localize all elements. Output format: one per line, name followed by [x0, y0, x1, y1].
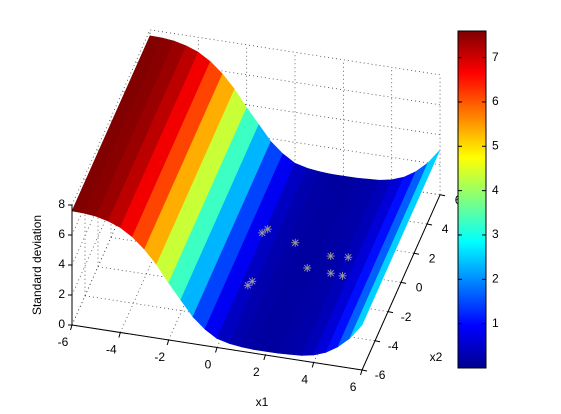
- x-tick-label: 4: [301, 373, 308, 387]
- y-tick-label: -2: [401, 310, 412, 324]
- y-tick: [426, 223, 433, 226]
- point: [303, 264, 312, 273]
- point: [326, 269, 335, 278]
- colorbar: [457, 30, 487, 369]
- colorbar-tick-label: 1: [492, 316, 499, 330]
- colorbar-ticks: 1 2 3 4 5 6 7: [458, 50, 499, 330]
- point: [338, 271, 347, 280]
- point: [291, 238, 300, 247]
- y-tick: [400, 281, 407, 284]
- x-tick-label: -4: [106, 343, 117, 357]
- colorbar-tick-label: 2: [492, 271, 499, 285]
- y-tick: [413, 252, 420, 255]
- y-tick: [439, 194, 446, 197]
- x-tick: [70, 324, 73, 331]
- x-axis-label: x1: [256, 395, 269, 409]
- x-tick: [166, 339, 170, 346]
- colorbar-tick-label: 6: [492, 94, 499, 108]
- y-tick-label: 2: [429, 251, 436, 265]
- x-tick-label: 2: [253, 365, 260, 379]
- point: [258, 228, 267, 237]
- z-tick-label: 6: [58, 227, 65, 241]
- x-tick-label: 0: [205, 358, 212, 372]
- point: [263, 225, 272, 234]
- point: [344, 253, 353, 262]
- colorbar-tick-label: 3: [492, 227, 499, 241]
- points: [243, 225, 353, 290]
- point: [326, 252, 335, 261]
- x-tick-label: -6: [58, 335, 69, 349]
- x-tick: [263, 354, 266, 361]
- point: [248, 277, 257, 286]
- y-tick: [387, 311, 394, 314]
- colorbar-tick-label: 7: [492, 50, 499, 64]
- colorbar-tick-label: 5: [492, 138, 499, 152]
- surface: [71, 35, 441, 356]
- x-tick: [215, 347, 218, 353]
- z-tick-label: 2: [58, 287, 65, 301]
- z-tick-label: 8: [58, 197, 65, 211]
- surface-strip: [349, 149, 441, 339]
- x-tick: [311, 362, 315, 368]
- x-tick: [118, 332, 121, 338]
- y-tick-label: 0: [416, 281, 423, 295]
- x-tick: [360, 369, 363, 376]
- y-tick: [374, 340, 381, 343]
- x-tick-label: -2: [154, 350, 165, 364]
- z-tick-label: 0: [58, 317, 65, 331]
- y-tick-label: -4: [388, 339, 399, 353]
- z-axis-label: Standard deviation: [30, 215, 44, 315]
- x-tick-label: 6: [350, 380, 357, 394]
- y-axis-label: x2: [430, 350, 443, 364]
- y-tick-label: -6: [375, 368, 386, 382]
- y-tick-label: 4: [442, 222, 449, 236]
- y-tick: [361, 369, 368, 372]
- z-tick-label: 4: [58, 257, 65, 271]
- colorbar-tick-label: 4: [492, 183, 499, 197]
